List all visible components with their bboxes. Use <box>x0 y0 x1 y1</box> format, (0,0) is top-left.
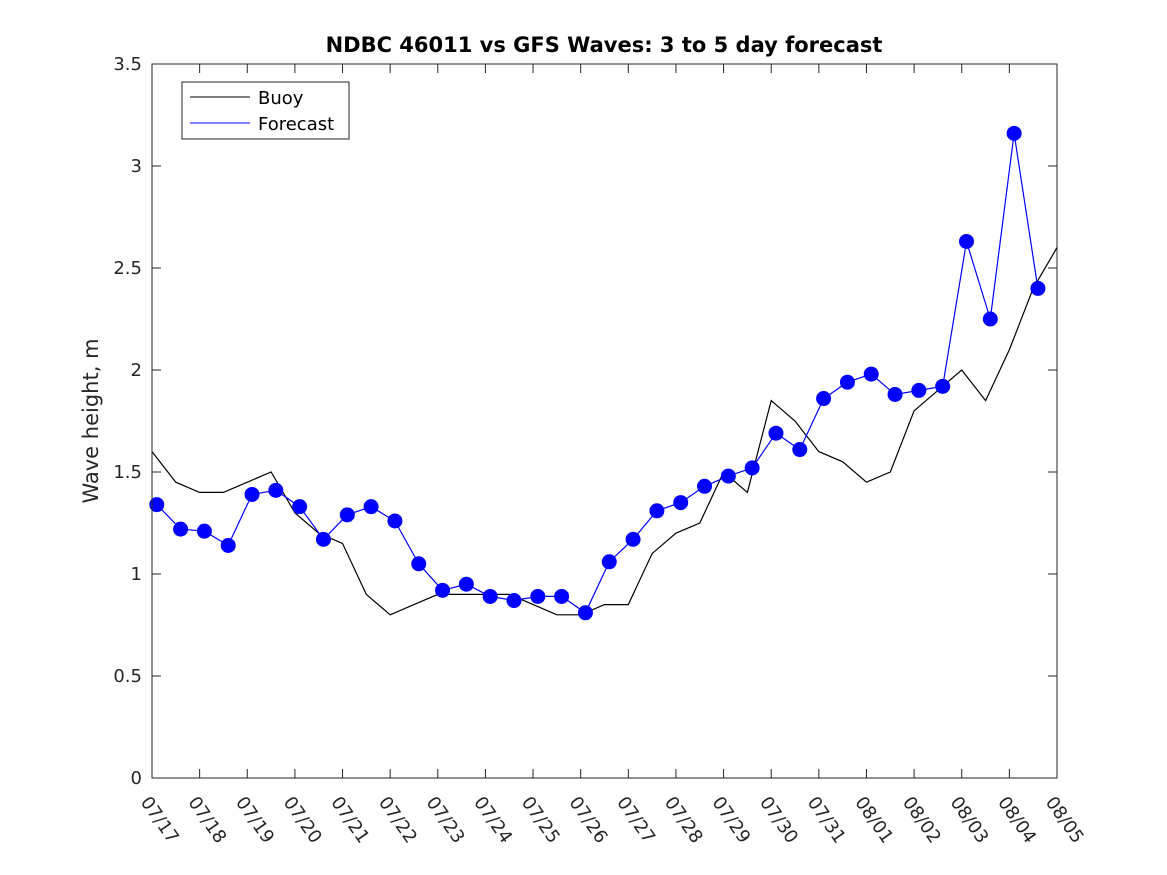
forecast-point <box>220 537 236 553</box>
series-layer <box>149 125 1058 621</box>
forecast-point <box>339 507 355 523</box>
forecast-point <box>149 497 165 513</box>
x-tick-label: 08/04 <box>993 793 1040 848</box>
x-tick-label: 08/01 <box>850 793 897 848</box>
x-tick-label: 08/03 <box>946 793 993 848</box>
y-tick-label: 3.5 <box>113 54 142 75</box>
forecast-point <box>887 386 903 402</box>
x-tick-label: 07/27 <box>612 793 659 848</box>
y-tick-label: 0.5 <box>113 666 142 687</box>
x-tick-label: 07/24 <box>469 793 516 848</box>
x-tick-label: 07/20 <box>279 793 326 848</box>
y-tick-label: 2.5 <box>113 258 142 279</box>
x-tick-label: 07/30 <box>755 793 802 848</box>
x-tick-label: 08/02 <box>898 793 945 848</box>
y-tick-label: 0 <box>131 768 142 789</box>
forecast-point <box>292 499 308 515</box>
forecast-point <box>911 382 927 398</box>
forecast-point <box>625 531 641 547</box>
forecast-point <box>649 503 665 519</box>
legend-label-buoy: Buoy <box>258 88 304 109</box>
x-tick-label: 07/21 <box>326 793 373 848</box>
y-tick-label: 1 <box>131 564 142 585</box>
forecast-point <box>863 366 879 382</box>
forecast-point <box>577 605 593 621</box>
forecast-point <box>816 391 832 407</box>
forecast-point <box>435 582 451 598</box>
x-tick-label: 07/29 <box>707 793 754 848</box>
plot-background <box>152 64 1057 778</box>
forecast-point <box>697 478 713 494</box>
forecast-point <box>244 486 260 502</box>
forecast-point <box>173 521 189 537</box>
plot-frame <box>151 63 1058 779</box>
forecast-point <box>315 531 331 547</box>
forecast-point <box>458 576 474 592</box>
x-tick-label: 08/05 <box>1041 793 1088 848</box>
forecast-point <box>411 556 427 572</box>
forecast-point <box>935 378 951 394</box>
forecast-point <box>982 311 998 327</box>
forecast-point <box>720 468 736 484</box>
series-line-buoy <box>151 247 1058 616</box>
forecast-point <box>1006 125 1022 141</box>
y-tick-label: 3 <box>131 156 142 177</box>
forecast-point <box>554 588 570 604</box>
forecast-point <box>506 593 522 609</box>
x-tick-label: 07/25 <box>517 793 564 848</box>
x-tick-label: 07/17 <box>136 793 183 848</box>
legend-box <box>181 81 350 140</box>
x-tick-label: 07/28 <box>660 793 707 848</box>
forecast-point <box>268 482 284 498</box>
x-tick-label: 07/19 <box>231 793 278 848</box>
forecast-point <box>387 513 403 529</box>
forecast-point <box>959 233 974 249</box>
forecast-point <box>482 588 498 604</box>
chart-title: NDBC 46011 vs GFS Waves: 3 to 5 day fore… <box>326 33 883 57</box>
forecast-point <box>363 499 379 515</box>
forecast-point <box>601 554 617 570</box>
forecast-point <box>196 523 212 539</box>
x-tick-label: 07/22 <box>374 793 421 848</box>
legend: Buoy Forecast <box>181 81 350 140</box>
forecast-point <box>1030 280 1046 296</box>
y-axis-label: Wave height, m <box>79 338 103 503</box>
forecast-point <box>768 425 784 441</box>
forecast-point <box>744 460 760 476</box>
forecast-point <box>530 588 546 604</box>
forecast-point <box>673 495 689 511</box>
x-tick-label: 07/26 <box>565 793 612 848</box>
legend-label-forecast: Forecast <box>258 114 334 135</box>
x-tick-label: 07/23 <box>422 793 469 848</box>
y-tick-label: 2 <box>131 360 142 381</box>
forecast-point <box>839 374 855 390</box>
x-tick-label: 07/31 <box>803 793 850 848</box>
y-tick-label: 1.5 <box>113 462 142 483</box>
x-tick-label: 07/18 <box>184 793 231 848</box>
forecast-point <box>792 442 808 458</box>
